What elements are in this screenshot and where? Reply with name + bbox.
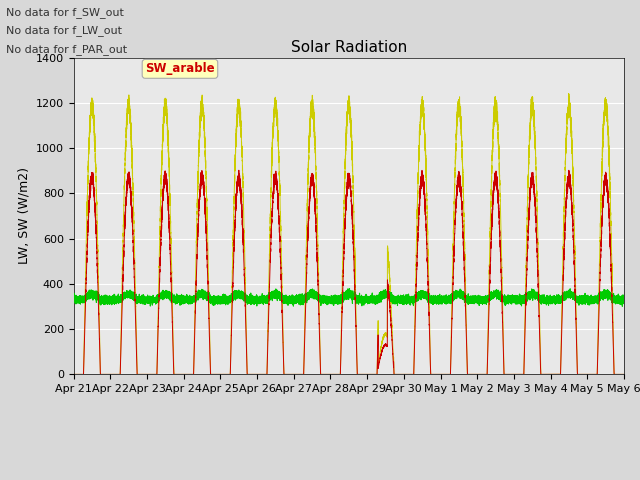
Text: No data for f_LW_out: No data for f_LW_out (6, 25, 122, 36)
Text: SW_arable: SW_arable (145, 62, 215, 75)
Text: No data for f_SW_out: No data for f_SW_out (6, 7, 124, 18)
Text: No data for f_PAR_out: No data for f_PAR_out (6, 44, 127, 55)
Title: Solar Radiation: Solar Radiation (291, 40, 407, 55)
Legend: SW_in, LW_in, PAR_in: SW_in, LW_in, PAR_in (199, 478, 499, 480)
Y-axis label: LW, SW (W/m2): LW, SW (W/m2) (17, 168, 30, 264)
